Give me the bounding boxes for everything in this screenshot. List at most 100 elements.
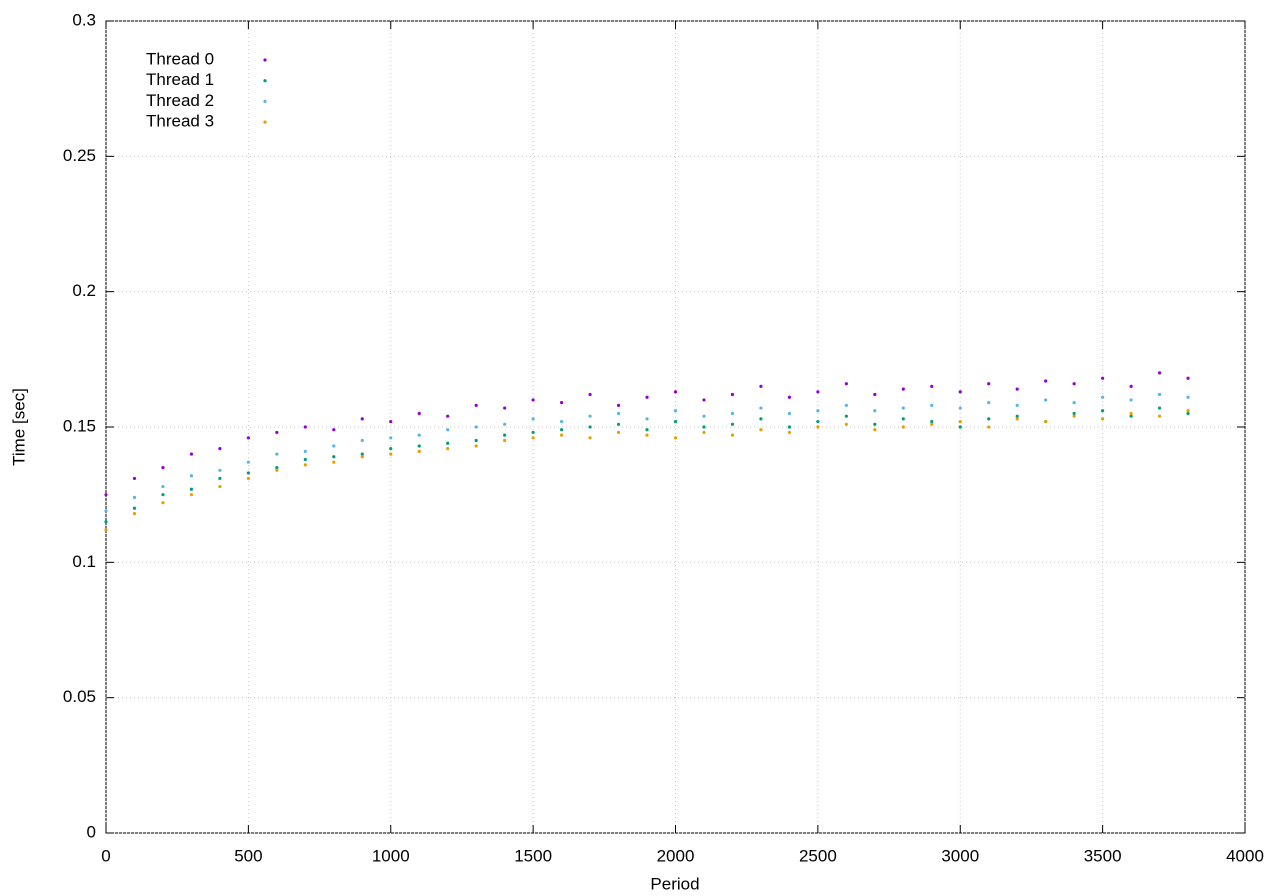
point bbox=[987, 382, 991, 386]
point bbox=[332, 460, 336, 464]
point bbox=[275, 468, 279, 472]
point bbox=[389, 452, 393, 456]
point bbox=[1129, 398, 1133, 402]
point bbox=[218, 476, 222, 481]
point bbox=[531, 430, 535, 435]
point bbox=[645, 395, 649, 399]
point bbox=[360, 455, 364, 459]
point bbox=[161, 484, 165, 489]
point bbox=[616, 422, 621, 426]
point bbox=[474, 438, 478, 443]
point bbox=[645, 433, 649, 437]
y-tick-label: 0.1 bbox=[72, 552, 96, 571]
x-tick-label: 1000 bbox=[372, 846, 410, 865]
point bbox=[218, 484, 222, 489]
point bbox=[702, 430, 706, 435]
point bbox=[560, 428, 564, 432]
point bbox=[759, 417, 763, 421]
point bbox=[844, 422, 848, 426]
legend-marker bbox=[263, 99, 267, 103]
y-tick-label: 0 bbox=[87, 822, 96, 841]
point bbox=[1157, 392, 1162, 397]
point bbox=[730, 422, 735, 426]
point bbox=[588, 392, 592, 397]
point bbox=[844, 403, 848, 407]
y-tick-label: 0.3 bbox=[72, 10, 96, 29]
point bbox=[417, 444, 421, 448]
point bbox=[531, 398, 535, 402]
y-tick-label: 0.25 bbox=[63, 146, 96, 165]
legend-marker bbox=[263, 120, 267, 124]
legend-label: Thread 3 bbox=[146, 112, 214, 131]
point bbox=[1101, 395, 1105, 399]
legend-marker bbox=[263, 58, 267, 62]
point bbox=[132, 512, 137, 516]
point bbox=[303, 463, 307, 467]
point bbox=[104, 493, 108, 497]
point bbox=[1186, 395, 1190, 399]
point bbox=[730, 411, 735, 416]
point bbox=[560, 419, 564, 424]
point bbox=[417, 449, 421, 453]
point bbox=[873, 392, 877, 397]
x-tick-label: 3500 bbox=[1084, 846, 1122, 865]
point bbox=[787, 425, 792, 429]
point bbox=[161, 501, 165, 505]
point bbox=[1129, 411, 1133, 416]
point bbox=[189, 452, 194, 456]
point bbox=[389, 447, 393, 451]
point bbox=[1101, 376, 1105, 380]
point bbox=[901, 387, 905, 391]
point bbox=[360, 438, 364, 443]
point bbox=[218, 447, 222, 451]
point bbox=[1129, 414, 1133, 418]
point bbox=[1015, 403, 1019, 407]
point bbox=[246, 460, 250, 464]
point bbox=[1072, 382, 1076, 386]
legend-label: Thread 2 bbox=[146, 91, 214, 110]
point bbox=[1072, 411, 1076, 416]
point bbox=[275, 466, 279, 470]
point bbox=[958, 390, 962, 394]
point bbox=[275, 430, 279, 435]
point bbox=[189, 493, 194, 497]
x-tick-label: 0 bbox=[101, 846, 110, 865]
point bbox=[816, 409, 820, 413]
point bbox=[360, 417, 364, 421]
point bbox=[560, 433, 564, 437]
point bbox=[246, 476, 250, 481]
point bbox=[673, 390, 678, 394]
point bbox=[1129, 384, 1133, 388]
point bbox=[161, 466, 165, 470]
point bbox=[1015, 387, 1019, 391]
point bbox=[958, 425, 962, 429]
point bbox=[1015, 414, 1019, 418]
point bbox=[958, 406, 962, 410]
point bbox=[332, 428, 336, 432]
point bbox=[446, 414, 450, 418]
point bbox=[474, 403, 478, 407]
point bbox=[702, 414, 706, 418]
point bbox=[616, 411, 621, 416]
point bbox=[503, 433, 507, 437]
point bbox=[816, 425, 820, 429]
point bbox=[901, 417, 905, 421]
point bbox=[303, 425, 307, 429]
point bbox=[132, 506, 137, 510]
point bbox=[218, 468, 222, 472]
point bbox=[161, 493, 165, 497]
point bbox=[930, 419, 934, 424]
x-tick-label: 4000 bbox=[1226, 846, 1264, 865]
point bbox=[1072, 401, 1076, 405]
point bbox=[446, 447, 450, 451]
point bbox=[901, 425, 905, 429]
y-tick-label: 0.15 bbox=[63, 416, 96, 435]
point bbox=[1186, 376, 1190, 380]
x-tick-label: 2500 bbox=[799, 846, 837, 865]
point bbox=[503, 422, 507, 426]
point bbox=[901, 406, 905, 410]
point bbox=[1157, 414, 1162, 418]
point bbox=[673, 409, 678, 413]
point bbox=[673, 436, 678, 440]
point bbox=[930, 384, 934, 388]
